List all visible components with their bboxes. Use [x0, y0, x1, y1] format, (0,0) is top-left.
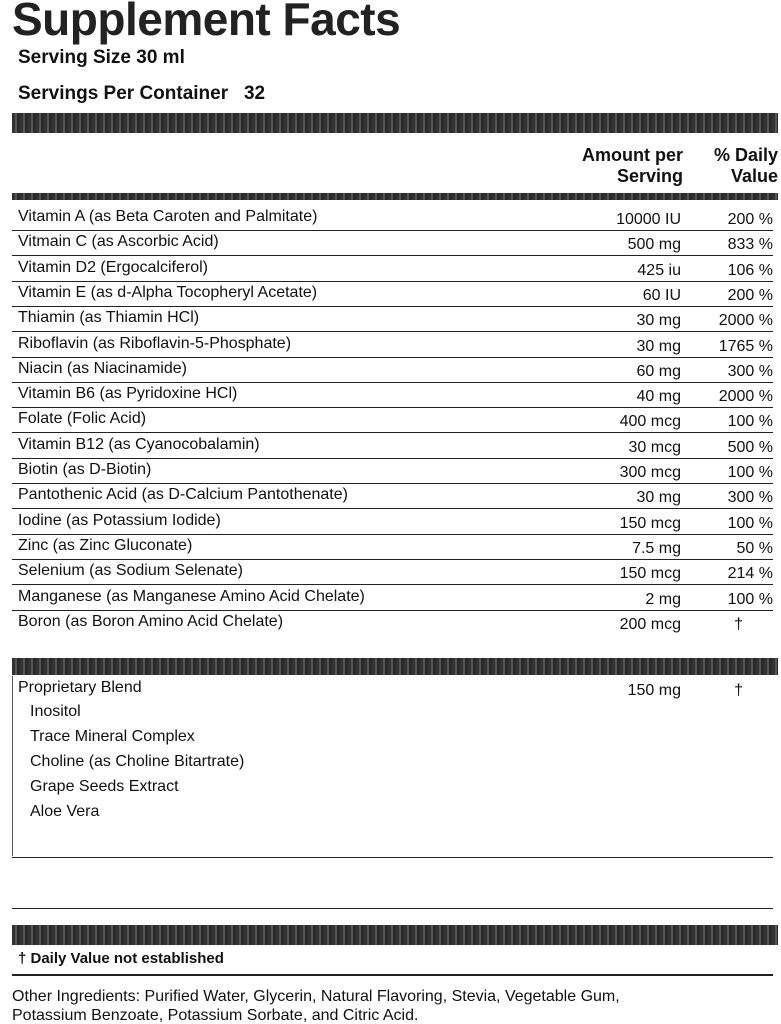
nutrient-dv: 100 %	[727, 514, 773, 532]
nutrient-row: Vitamin A (as Beta Caroten and Palmitate…	[12, 205, 773, 231]
divider-bar	[12, 193, 778, 200]
nutrient-dv: 2000 %	[718, 312, 773, 330]
nutrient-name: Vitamin B6 (as Pyridoxine HCl)	[18, 385, 238, 403]
nutrient-amount: 150 mcg	[619, 514, 681, 532]
nutrient-row: Iodine (as Potassium Iodide) 150 mcg 100 %	[12, 509, 773, 535]
nutrient-name: Selenium (as Sodium Selenate)	[18, 562, 244, 580]
nutrient-name: Zinc (as Zinc Gluconate)	[18, 536, 193, 554]
nutrient-name: Niacin (as Niacinamide)	[18, 359, 187, 377]
footnote: † Daily Value not established	[18, 950, 224, 967]
nutrient-row: Biotin (as D-Biotin) 300 mcg 100 %	[12, 458, 773, 484]
nutrient-dv: 100 %	[727, 464, 773, 481]
nutrient-row: Vitamin D2 (Ergocalciferol) 425 iu 106 %	[12, 256, 773, 282]
nutrient-dv: 200 %	[727, 286, 773, 304]
nutrient-row: Niacin (as Niacinamide) 60 mg 300 %	[12, 357, 773, 383]
blend-item: Grape Seeds Extract	[30, 778, 179, 795]
nutrient-row: Folate (Folic Acid) 400 mcg 100 %	[12, 407, 773, 434]
nutrient-dv: 2000 %	[718, 388, 773, 406]
nutrient-amount: 60 mg	[636, 362, 681, 380]
nutrient-row: Pantothenic Acid (as D-Calcium Pantothen…	[12, 483, 773, 510]
nutrient-amount: 30 mcg	[628, 438, 681, 456]
nutrient-name: Vitamin A (as Beta Caroten and Palmitate…	[18, 208, 318, 225]
serving-size: Serving Size 30 ml	[18, 47, 185, 68]
nutrient-name: Thiamin (as Thiamin HCl)	[18, 309, 200, 327]
nutrient-amount: 200 mcg	[619, 615, 681, 633]
nutrient-dv: 300 %	[727, 362, 773, 380]
nutrient-amount: 30 mg	[636, 489, 681, 507]
blend-item: Aloe Vera	[30, 803, 100, 820]
nutrient-amount: 30 mg	[636, 312, 681, 330]
blend-bracket	[12, 676, 14, 856]
blend-item: Inositol	[30, 703, 81, 720]
divider-bar	[12, 925, 778, 945]
nutrient-name: Folate (Folic Acid)	[18, 410, 147, 428]
nutrient-amount: 150 mcg	[619, 565, 681, 583]
nutrient-row: Vitamin B6 (as Pyridoxine HCl) 40 mg 2000 …	[12, 382, 773, 409]
nutrient-name: Manganese (as Manganese Amino Acid Chela…	[18, 587, 365, 605]
nutrient-row: Vitamin E (as d-Alpha Tocopheryl Acetate…	[12, 281, 773, 307]
nutrient-dv: 100 %	[727, 590, 773, 608]
nutrient-name: Vitamin B12 (as Cyanocobalamin)	[18, 435, 260, 453]
nutrient-dv: 833 %	[727, 236, 773, 254]
nutrient-amount: 500 mg	[627, 236, 681, 254]
dv-header: % Daily Value	[713, 145, 778, 186]
nutrient-dv: 1765 %	[718, 337, 773, 355]
nutrient-row: Riboflavin (as Riboflavin-5-Phosphate) 30…	[12, 332, 773, 358]
nutrient-row: Vitamin B12 (as Cyanocobalamin) 30 mcg 500…	[12, 433, 773, 459]
nutrient-name: Boron (as Boron Amino Acid Chelate)	[18, 612, 284, 630]
title: Supplement Facts	[12, 0, 401, 45]
blend-row: Proprietary Blend 150 mg †	[18, 679, 743, 699]
nutrient-dv: 100 %	[727, 413, 773, 431]
nutrient-row: Vitmain C (as Ascorbic Acid) 500 mg 833 %	[12, 230, 773, 257]
nutrient-amount: 425 iu	[637, 261, 681, 279]
blend-item: Choline (as Choline Bitartrate)	[30, 753, 245, 770]
divider-line	[12, 974, 773, 976]
divider-line	[12, 908, 773, 909]
nutrient-amount: 400 mcg	[619, 413, 681, 431]
servings-per-container: Servings Per Container 32	[18, 83, 266, 104]
nutrient-row: Thiamin (as Thiamin HCl) 30 mg 2000 %	[12, 306, 773, 333]
nutrient-row: Zinc (as Zinc Gluconate) 7.5 mg 50 %	[12, 534, 773, 560]
nutrient-name: Vitmain C (as Ascorbic Acid)	[18, 233, 219, 251]
nutrient-name: Iodine (as Potassium Iodide)	[18, 511, 221, 529]
other-ingredients: Other Ingredients: Purified Water, Glyce…	[12, 988, 620, 1024]
nutrient-name: Vitamin D2 (Ergocalciferol)	[18, 258, 208, 276]
nutrient-name: Biotin (as D-Biotin)	[18, 461, 152, 478]
nutrient-dv: 500 %	[727, 438, 773, 456]
nutrient-dv: 50 %	[736, 539, 773, 557]
nutrient-dv: 200 %	[727, 211, 773, 228]
blend-item: Trace Mineral Complex	[30, 728, 195, 745]
nutrient-amount: 10000 IU	[616, 211, 681, 228]
divider-bar	[12, 658, 778, 675]
nutrient-dv: 300 %	[727, 489, 773, 507]
nutrient-dv: 214 %	[727, 565, 773, 583]
nutrient-dv: 106 %	[727, 261, 773, 279]
nutrient-dv: †	[734, 615, 743, 633]
nutrient-name: Pantothenic Acid (as D-Calcium Pantothen…	[18, 486, 348, 504]
nutrient-name: Riboflavin (as Riboflavin-5-Phosphate)	[18, 334, 292, 352]
nutrient-row: Manganese (as Manganese Amino Acid Chela…	[12, 585, 773, 611]
divider-line	[12, 857, 773, 858]
nutrient-amount: 2 mg	[645, 590, 681, 608]
nutrient-name: Vitamin E (as d-Alpha Tocopheryl Acetate…	[18, 283, 318, 301]
nutrient-amount: 7.5 mg	[632, 539, 681, 557]
nutrient-amount: 300 mcg	[619, 464, 681, 481]
nutrient-row: Boron (as Boron Amino Acid Chelate) 200 m…	[12, 610, 773, 635]
amount-header: Amount per Serving	[582, 145, 683, 186]
nutrient-amount: 60 IU	[642, 286, 681, 304]
nutrient-row: Selenium (as Sodium Selenate) 150 mcg 214 …	[12, 559, 773, 586]
divider-bar	[12, 113, 778, 133]
nutrient-amount: 30 mg	[636, 337, 681, 355]
nutrient-amount: 40 mg	[636, 388, 681, 406]
